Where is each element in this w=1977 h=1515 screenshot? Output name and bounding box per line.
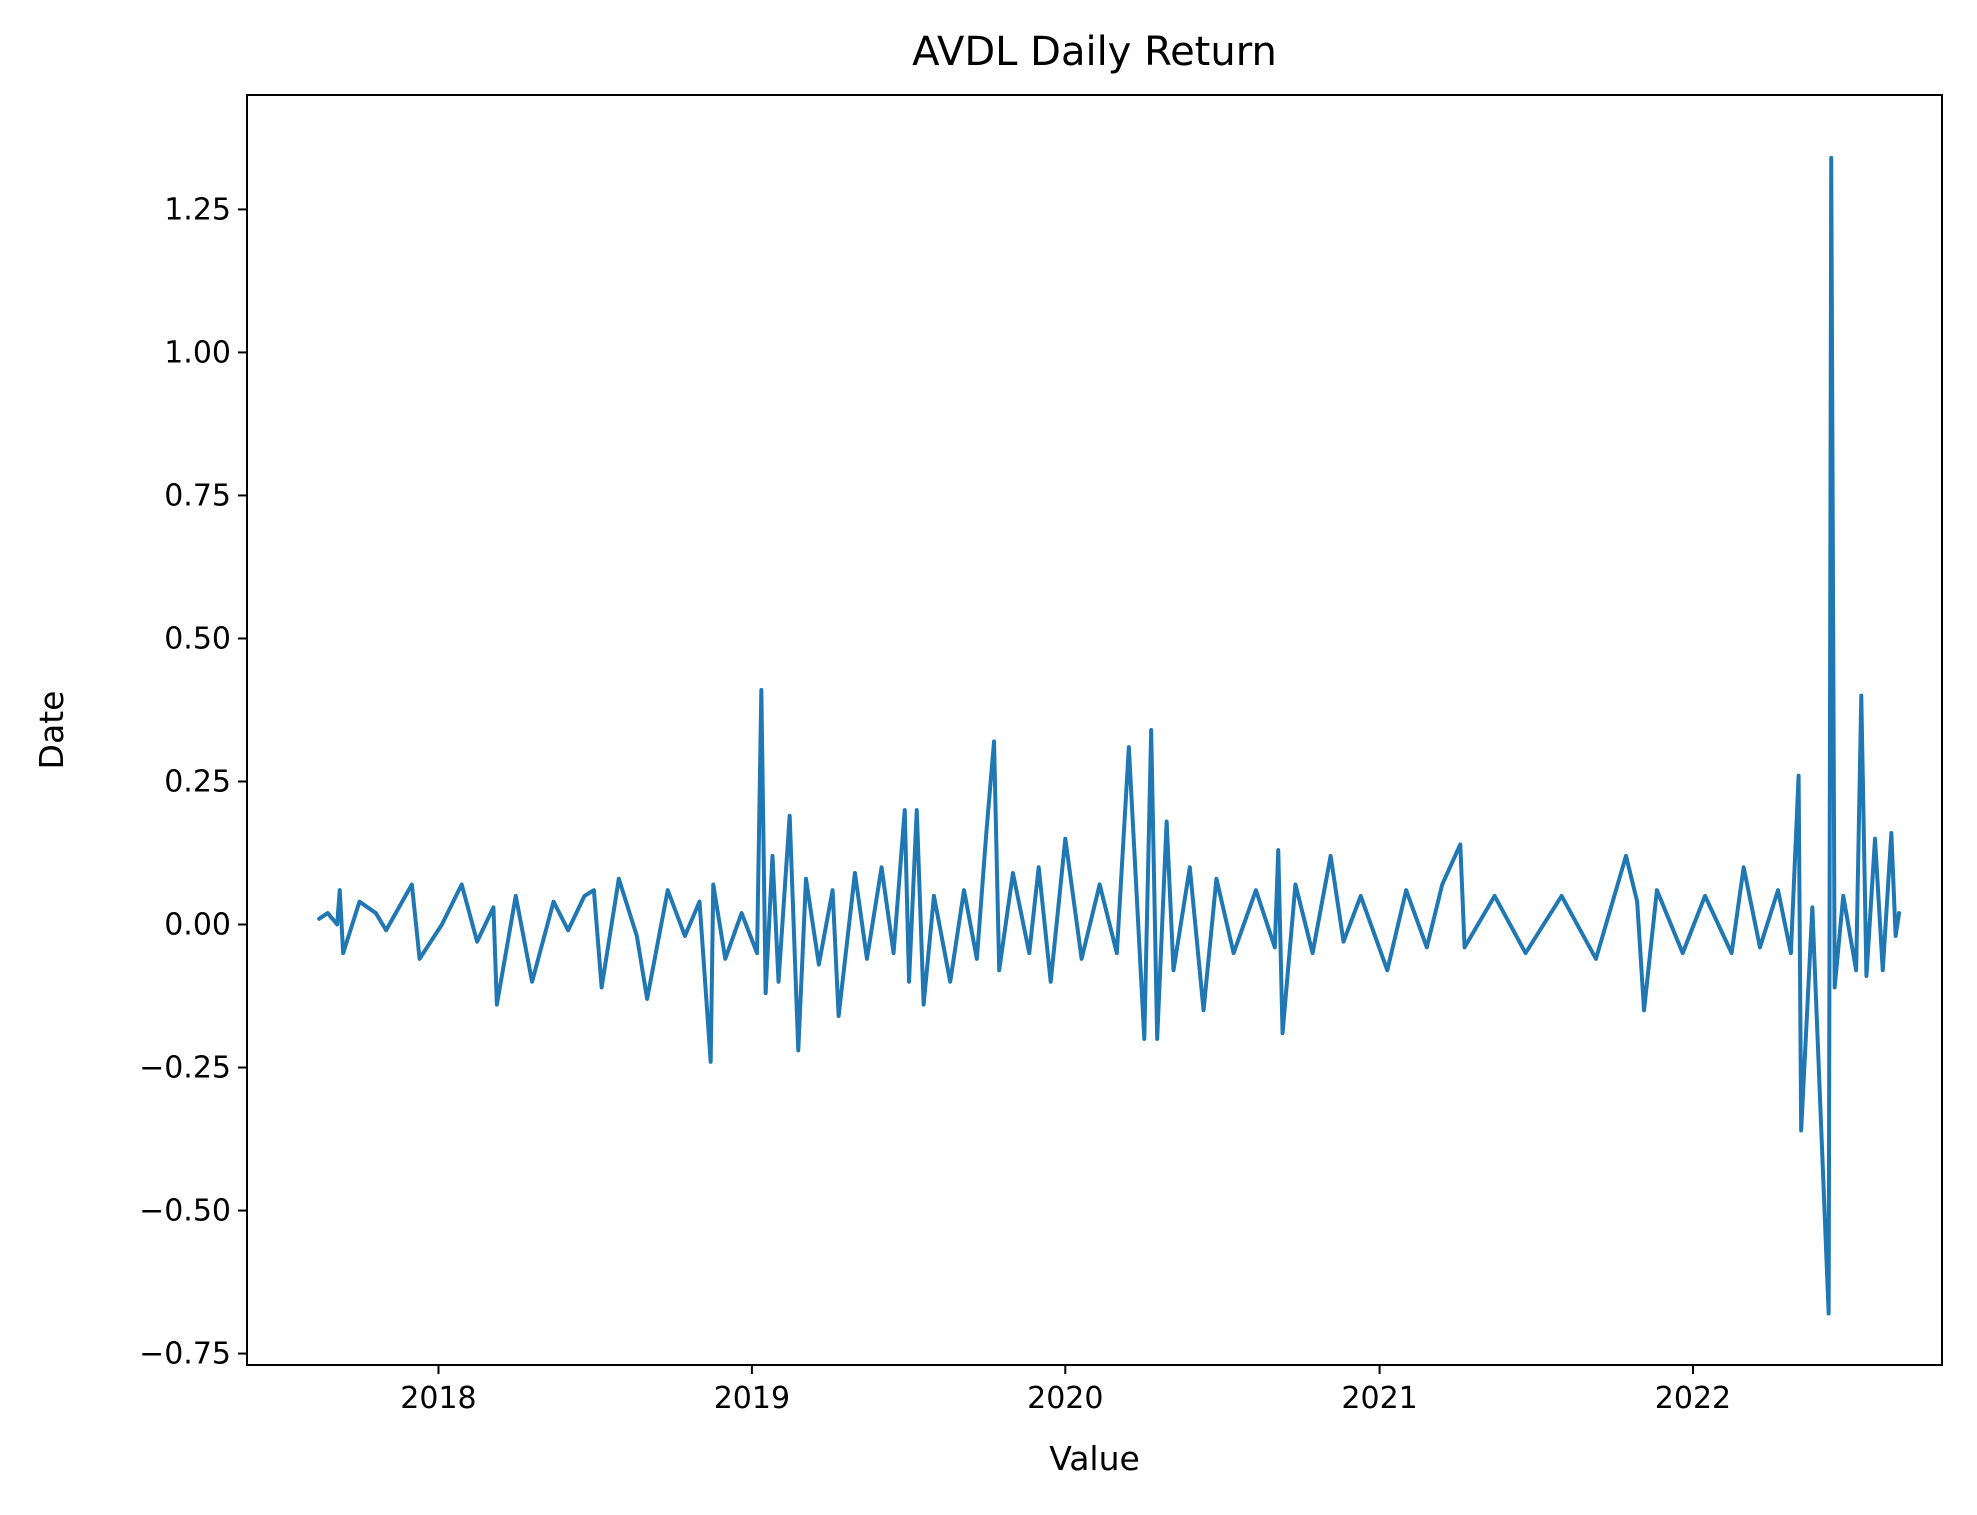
x-tick-label: 2020: [1027, 1381, 1103, 1416]
x-tick-label: 2019: [714, 1381, 790, 1416]
y-tick-label: 1.00: [164, 335, 231, 370]
x-tick-label: 2018: [400, 1381, 476, 1416]
x-tick-label: 2021: [1341, 1381, 1417, 1416]
x-axis-ticks: 2018 2019 2020 2021 2022: [400, 1365, 1731, 1416]
y-tick-label: 0.00: [164, 908, 231, 943]
x-axis-label: Value: [1049, 1439, 1140, 1478]
plot-frame: [246, 94, 1943, 1366]
y-tick-label: −0.75: [139, 1337, 231, 1372]
y-tick-label: 1.25: [164, 192, 231, 227]
x-tick-label: 2022: [1655, 1381, 1731, 1416]
chart-title: AVDL Daily Return: [912, 29, 1277, 75]
plot-area: [247, 95, 1942, 1365]
series-layer: [317, 155, 1902, 1316]
y-tick-label: 0.75: [164, 478, 231, 513]
y-tick-label: −0.50: [139, 1194, 231, 1229]
y-axis-ticks: −0.75 −0.50 −0.25 0.00 0.25 0.50 0.75 1.00 1.25: [139, 192, 247, 1372]
y-tick-label: −0.25: [139, 1051, 231, 1086]
y-tick-label: 0.50: [164, 621, 231, 656]
y-tick-label: 0.25: [164, 764, 231, 799]
series-line: [317, 155, 1902, 1316]
y-axis-label: Date: [32, 691, 71, 770]
